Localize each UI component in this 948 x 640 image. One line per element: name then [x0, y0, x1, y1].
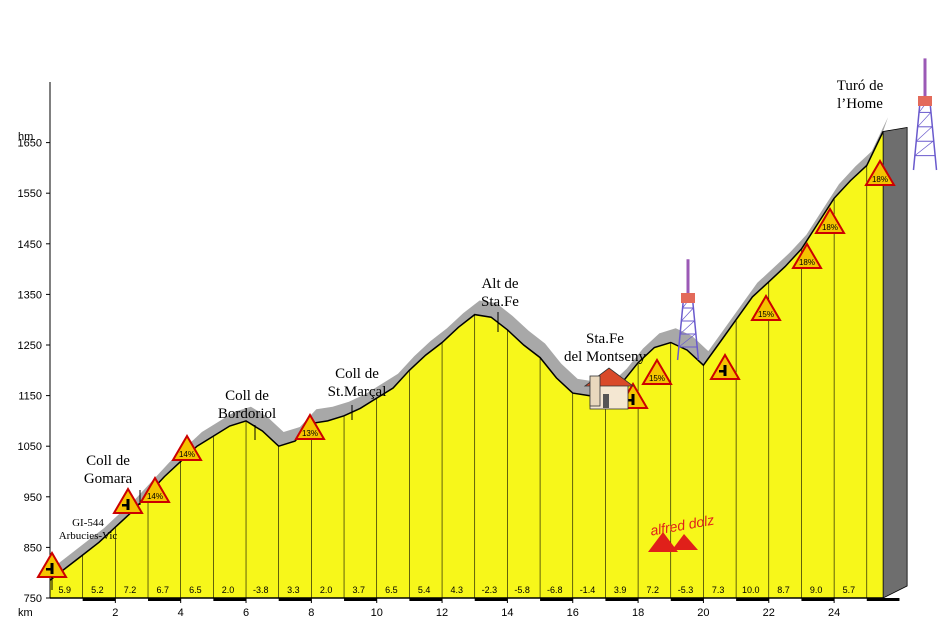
segment-gradient-label: -5.3 [678, 585, 694, 595]
svg-text:13%: 13% [302, 429, 318, 438]
place-label: Coll de Gomara [84, 453, 133, 487]
y-tick-label: 1250 [18, 340, 42, 352]
x-axis-label: km [18, 607, 33, 619]
y-tick-label: 850 [24, 542, 42, 554]
km-bar-segment [213, 598, 247, 601]
km-bar-segment [670, 598, 704, 601]
segment-gradient-label: 7.2 [124, 585, 137, 595]
y-tick-label: 950 [24, 492, 42, 504]
place-labels: Coll de Gomara Coll de Bordoriol Coll de St.M… [59, 78, 884, 542]
segment-gradient-label: 6.7 [156, 585, 169, 595]
svg-text:18%: 18% [872, 175, 888, 184]
segment-gradient-label: 6.5 [385, 585, 398, 595]
x-tick-label: 6 [243, 607, 249, 619]
gradient-sign: 15% [641, 358, 673, 385]
svg-text:15%: 15% [758, 310, 774, 319]
gradient-sign: 15% [750, 294, 782, 321]
gradient-sign: 14% [171, 434, 203, 461]
segment-gradient-label: 7.3 [712, 585, 725, 595]
place-label: Turó de l’Home [837, 78, 884, 112]
segment-gradient-label: 5.9 [58, 585, 71, 595]
svg-text:14%: 14% [147, 492, 163, 501]
segment-gradient-label: 9.0 [810, 585, 823, 595]
y-tick-label: 1350 [18, 289, 42, 301]
segment-gradient-label: 5.7 [843, 585, 856, 595]
gradient-sign: 13% [294, 413, 326, 440]
segment-gradient-label: -2.3 [482, 585, 498, 595]
x-tick-label: 16 [567, 607, 579, 619]
km-bar-segment [409, 598, 443, 601]
antenna-tower-icon [676, 259, 700, 361]
segment-gradient-label: 3.7 [352, 585, 365, 595]
km-bar-segment [736, 598, 769, 601]
km-bar-segment [540, 598, 573, 601]
gradient-signs: 14% 14% 13% 15% 15% 18% 18% 18% [36, 159, 896, 590]
gradient-sign: 18% [814, 207, 846, 234]
y-tick-label: 1550 [18, 188, 42, 200]
place-label: Alt de Sta.Fe [481, 276, 519, 310]
profile-area [50, 131, 884, 598]
place-label: Coll de Bordoriol [218, 388, 276, 422]
segment-gradient-label: 2.0 [222, 585, 235, 595]
y-tick-label: 1450 [18, 239, 42, 251]
km-bar-segment [801, 598, 835, 601]
segment-gradient-label: 6.5 [189, 585, 202, 595]
road-label: GI-544 Arbucies-Vic [59, 517, 118, 542]
km-bar-segment [605, 598, 639, 601]
segment-gradient-label: 3.9 [614, 585, 627, 595]
segment-gradient-label: 3.3 [287, 585, 300, 595]
x-tick-label: 2 [112, 607, 118, 619]
km-bar-segment [278, 598, 312, 601]
segment-gradient-label: 5.2 [91, 585, 104, 595]
elevation-profile-area [49, 126, 908, 599]
segment-gradient-label: 4.3 [451, 585, 464, 595]
svg-text:18%: 18% [822, 223, 838, 232]
km-bar-segment [148, 598, 181, 601]
segment-gradient-label: -6.8 [547, 585, 563, 595]
place-label: Sta.Fe del Montseny [564, 331, 647, 365]
x-tick-label: 14 [501, 607, 513, 619]
x-tick-label: 22 [763, 607, 775, 619]
segment-gradient-label: -5.8 [514, 585, 530, 595]
summit-block [882, 126, 908, 599]
y-tick-label: 1150 [18, 391, 42, 403]
gradient-sign: 18% [864, 159, 896, 186]
y-tick-label: 750 [24, 593, 42, 605]
y-tick-label: 1050 [18, 441, 42, 453]
church-icon [583, 367, 635, 410]
svg-text:14%: 14% [179, 450, 195, 459]
x-tick-label: 24 [828, 607, 840, 619]
km-bar-segment [82, 598, 116, 601]
svg-text:18%: 18% [799, 258, 815, 267]
km-bar-segment [866, 598, 900, 601]
svg-text:15%: 15% [649, 374, 665, 383]
segment-gradient-label: 10.0 [742, 585, 760, 595]
segment-gradient-label: 7.2 [647, 585, 660, 595]
x-tick-label: 4 [178, 607, 184, 619]
junction-sign [112, 487, 144, 514]
x-tick-label: 18 [632, 607, 644, 619]
y-axis-label: hm [18, 131, 33, 143]
segment-dividers: 5.9 5.2 7.2 6.7 6.5 2.0 -3.8 3.3 2.0 3.7 6.5 5.4 4.3… [58, 165, 868, 598]
x-tick-label: 8 [308, 607, 314, 619]
junction-sign [709, 353, 741, 380]
gradient-sign: 18% [791, 242, 823, 269]
y-tick-label: 1650 [18, 138, 42, 150]
segment-gradient-label: -3.8 [253, 585, 269, 595]
x-tick-label: 20 [697, 607, 709, 619]
x-tick-label: 12 [436, 607, 448, 619]
place-label: Coll de St.Marçal [328, 366, 387, 400]
antenna-tower-icon [912, 58, 938, 171]
gradient-sign: 14% [139, 476, 171, 503]
km-bar-segment [344, 598, 377, 601]
segment-gradient-label: -1.4 [580, 585, 596, 595]
km-bar-segment [474, 598, 508, 601]
segment-gradient-label: 2.0 [320, 585, 333, 595]
x-tick-label: 10 [371, 607, 383, 619]
segment-gradient-label: 5.4 [418, 585, 431, 595]
segment-gradient-label: 8.7 [777, 585, 790, 595]
